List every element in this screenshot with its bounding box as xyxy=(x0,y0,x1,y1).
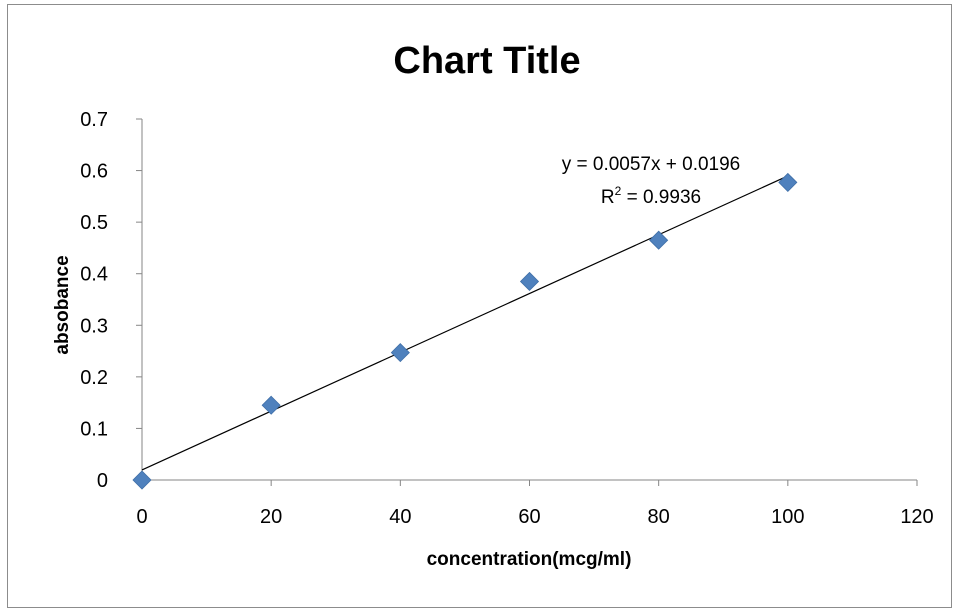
r-squared-label: R2 = 0.9936 xyxy=(601,184,701,208)
y-axis-title: absobance xyxy=(52,255,73,354)
r-squared-superscript: 2 xyxy=(615,184,622,198)
trendline xyxy=(141,175,789,471)
x-tick-label: 80 xyxy=(648,506,670,528)
data-point xyxy=(519,271,540,292)
y-tick-label: 0 xyxy=(97,470,108,492)
x-tick-label: 20 xyxy=(260,506,282,528)
data-point xyxy=(261,395,281,415)
r-squared-value: = 0.9936 xyxy=(621,187,701,208)
y-tick-label: 0.2 xyxy=(80,367,108,389)
x-tick-label: 100 xyxy=(771,506,804,528)
y-tick-label: 0.6 xyxy=(80,161,108,183)
data-point xyxy=(778,172,798,192)
data-point xyxy=(649,230,669,250)
x-tick-label: 60 xyxy=(518,506,540,528)
scatter-chart: Chart Title absobance concentration(mcg/… xyxy=(52,40,934,570)
y-tick-label: 0.5 xyxy=(80,212,108,234)
x-tick-label: 0 xyxy=(136,506,147,528)
trendline-equation: y = 0.0057x + 0.0196 xyxy=(562,154,741,175)
r-squared-symbol: R xyxy=(601,187,615,208)
data-point xyxy=(390,343,410,363)
chart-title: Chart Title xyxy=(393,40,580,82)
y-tick-label: 0.4 xyxy=(80,264,108,286)
x-axis-title: concentration(mcg/ml) xyxy=(427,549,632,570)
x-tick-label: 120 xyxy=(900,506,933,528)
y-tick-label: 0.3 xyxy=(80,315,108,337)
x-tick-label: 40 xyxy=(389,506,411,528)
data-point xyxy=(132,470,152,490)
y-tick-label: 0.1 xyxy=(80,418,108,440)
y-tick-label: 0.7 xyxy=(80,109,108,131)
chart-frame: Chart Title absobance concentration(mcg/… xyxy=(7,4,952,608)
